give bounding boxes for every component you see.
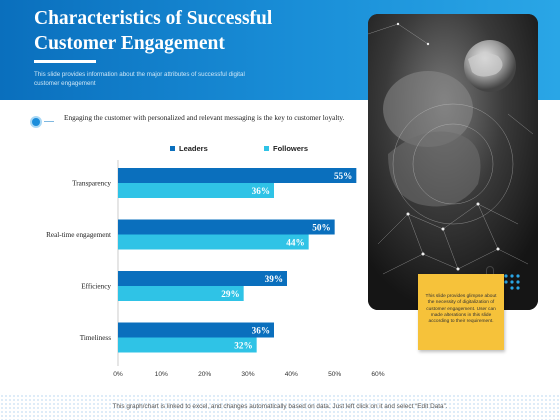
- bar-leaders-efficiency: [118, 271, 287, 286]
- bar-leaders-timeliness: [118, 322, 274, 338]
- data-label-leaders-real-time-engagement: 50%: [312, 222, 330, 232]
- category-label-transparency: Transparency: [72, 180, 111, 188]
- data-label-followers-transparency: 36%: [252, 186, 270, 196]
- bar-followers-transparency: [118, 183, 274, 198]
- legend-swatch-leaders: [170, 146, 175, 151]
- data-label-leaders-transparency: 55%: [334, 171, 352, 181]
- legend-label-followers: Followers: [273, 144, 309, 153]
- bar-leaders-transparency: [118, 168, 357, 183]
- page-subtitle: This slide provides information about th…: [34, 71, 245, 87]
- legend-label-leaders: Leaders: [179, 144, 208, 153]
- bullet-circle-icon: [30, 116, 42, 128]
- x-tick-label: 10%: [155, 371, 168, 378]
- digital-globe-image: [368, 14, 538, 310]
- x-tick-label: 20%: [198, 371, 211, 378]
- data-label-followers-efficiency: 29%: [221, 289, 239, 299]
- category-label-efficiency: Efficiency: [81, 283, 111, 291]
- legend-swatch-followers: [264, 146, 269, 151]
- digital-globe-illustration: [368, 14, 538, 310]
- data-label-followers-timeliness: 32%: [234, 340, 252, 350]
- category-label-timeliness: Timeliness: [80, 334, 111, 342]
- bar-followers-timeliness: [118, 337, 257, 353]
- footer-note: This graph/chart is linked to excel, and…: [112, 403, 448, 410]
- x-tick-label: 40%: [285, 371, 298, 378]
- legend-item-followers: Followers: [264, 144, 308, 153]
- bar-followers-real-time-engagement: [118, 234, 309, 250]
- x-tick-label: 60%: [371, 371, 384, 378]
- bar-leaders-real-time-engagement: [118, 219, 335, 235]
- x-tick-label: 0%: [113, 371, 123, 378]
- bar-followers-efficiency: [118, 286, 244, 301]
- page-title: Characteristics of Successful Customer E…: [34, 8, 273, 54]
- data-label-leaders-timeliness: 36%: [252, 325, 270, 335]
- x-tick-label: 50%: [328, 371, 341, 378]
- x-tick-label: 30%: [241, 371, 254, 378]
- data-label-followers-real-time-engagement: 44%: [286, 237, 304, 247]
- footer-pattern: [0, 394, 560, 420]
- data-label-leaders-efficiency: 39%: [265, 274, 283, 284]
- intro-text: Engaging the customer with personalized …: [64, 113, 345, 122]
- category-label-real-time-engagement: Real-time engagement: [46, 231, 111, 239]
- bullet-connector: [44, 121, 54, 122]
- legend-item-leaders: Leaders: [170, 144, 208, 153]
- sticky-note: This slide provides glimpse about the ne…: [418, 274, 504, 350]
- title-underline: [34, 60, 96, 63]
